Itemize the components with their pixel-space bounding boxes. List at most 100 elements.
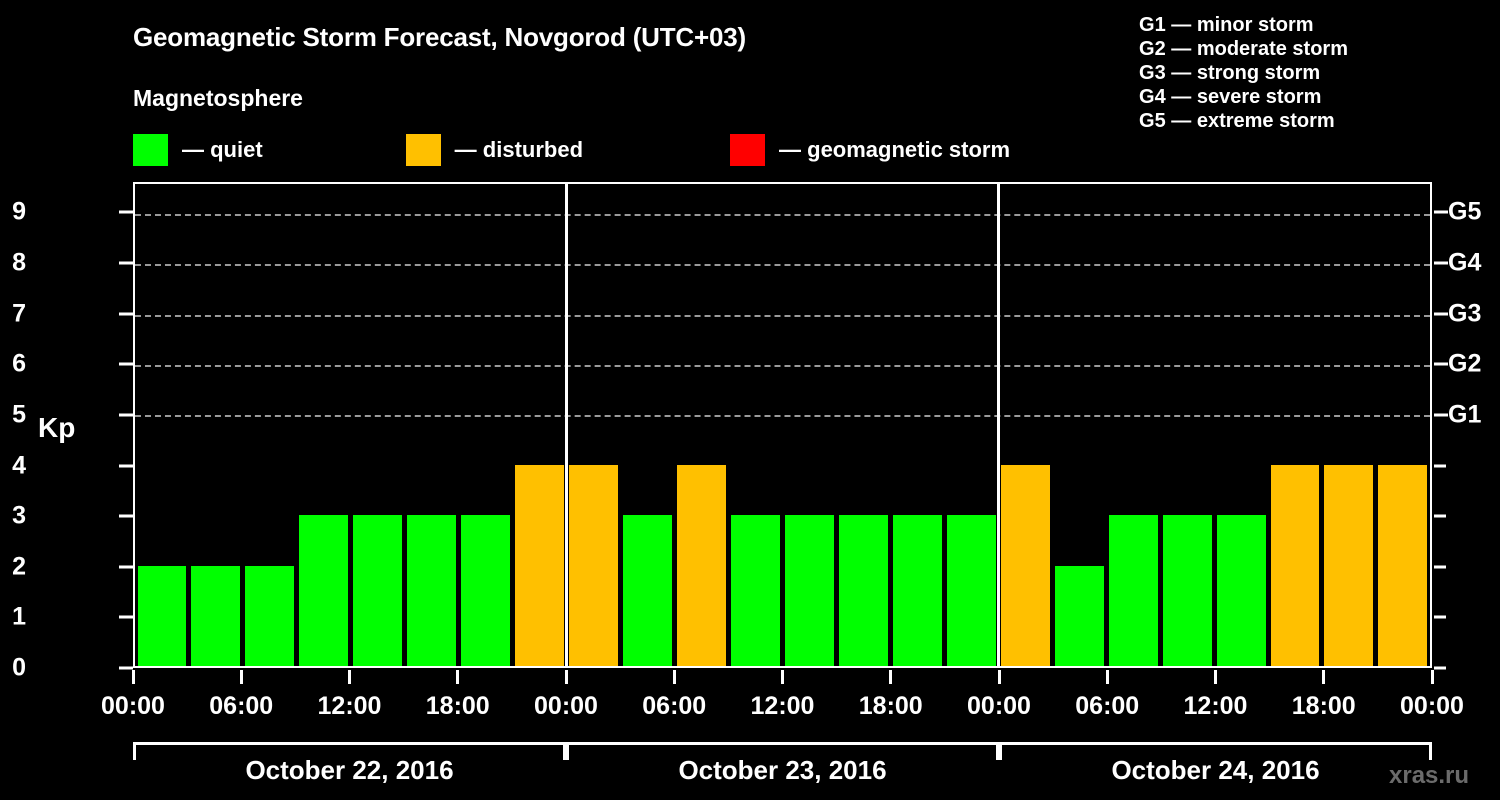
bar-slot	[1160, 184, 1214, 666]
bar-slot	[890, 184, 944, 666]
g-tick-label-G4: G4	[1448, 248, 1482, 277]
bar-slot	[621, 184, 675, 666]
legend-label: — geomagnetic storm	[779, 137, 1011, 162]
bar-d2-i8-kp3	[946, 515, 996, 666]
bar-slot	[513, 184, 567, 666]
x-tick-label-8: 00:00	[967, 692, 1031, 720]
gridline-kp-8	[135, 264, 1430, 267]
legend-item-disturbed: — disturbed	[405, 134, 583, 166]
y-tick-mark-1	[119, 615, 133, 619]
day-label-3: October 24, 2016	[1111, 755, 1320, 785]
bar-slot	[297, 184, 351, 666]
bar-d2-i2-kp3	[623, 515, 673, 666]
watermark: xras.ru	[1389, 762, 1470, 789]
gridline-kp-6	[135, 364, 1430, 367]
day-bracket-1	[133, 742, 566, 760]
g-axis-minor-tick-2	[1434, 565, 1446, 569]
bar-slot	[459, 184, 513, 666]
bar-d2-i6-kp3	[838, 515, 888, 666]
x-tick-mark-4	[564, 670, 568, 684]
x-tick-label-11: 18:00	[1291, 692, 1356, 720]
day-bracket-3	[999, 742, 1432, 760]
y-tick-label-8: 8	[12, 248, 26, 277]
g-tick-mark-G1	[1434, 413, 1448, 417]
bar-d3-i3-kp3	[1108, 515, 1158, 666]
bar-d2-i4-kp3	[730, 515, 780, 666]
x-tick-mark-7	[889, 670, 893, 684]
x-tick-label-6: 12:00	[750, 692, 815, 720]
bar-d3-i6-kp4	[1270, 465, 1320, 666]
gscale-legend-line-3: G3 — strong storm	[1139, 62, 1321, 84]
legend-item-quiet: — quiet	[133, 134, 263, 166]
y-tick-mark-0	[119, 666, 133, 670]
g-axis-minor-tick-0	[1434, 666, 1446, 670]
bar-d2-i3-kp4	[677, 465, 726, 666]
plot-area	[133, 182, 1432, 668]
day-label-1: October 22, 2016	[245, 755, 454, 785]
x-tick-label-3: 18:00	[425, 692, 490, 720]
y-tick-mark-6	[119, 362, 133, 366]
bar-slot	[1106, 184, 1160, 666]
x-tick-mark-0	[131, 670, 135, 684]
y-tick-label-5: 5	[12, 400, 26, 429]
gridline-kp-9	[135, 214, 1430, 217]
x-tick-mark-9	[1105, 670, 1109, 684]
storm-swatch	[730, 134, 766, 166]
bar-slot	[944, 184, 998, 666]
y-tick-label-2: 2	[12, 552, 26, 581]
x-tick-label-4: 00:00	[534, 692, 598, 720]
gscale-legend-line-4: G4 — severe storm	[1139, 86, 1322, 108]
g-tick-label-G5: G5	[1448, 197, 1482, 226]
bar-slot	[782, 184, 836, 666]
y-tick-mark-8	[119, 261, 133, 265]
gscale-legend-line-1: G1 — minor storm	[1139, 14, 1314, 36]
x-tick-label-12: 00:00	[1400, 692, 1464, 720]
bar-slot	[1214, 184, 1268, 666]
g-tick-label-G2: G2	[1448, 349, 1482, 378]
disturbed-swatch	[405, 134, 441, 166]
y-tick-mark-2	[119, 565, 133, 569]
bar-d2-i5-kp3	[784, 515, 834, 666]
bar-d1-i4-kp3	[299, 515, 349, 666]
bar-d2-i1-kp4	[569, 465, 619, 666]
bar-slot	[836, 184, 890, 666]
x-tick-label-0: 00:00	[101, 692, 165, 720]
bar-slot	[189, 184, 243, 666]
x-tick-mark-2	[348, 670, 351, 684]
x-tick-mark-10	[1214, 670, 1217, 684]
g-axis-minor-tick-1	[1434, 615, 1446, 619]
g-axis-minor-tick-4	[1434, 464, 1446, 467]
x-tick-label-1: 06:00	[209, 692, 274, 720]
bar-slot	[243, 184, 297, 666]
x-tick-mark-5	[672, 670, 676, 684]
y-axis-title: Kp	[38, 412, 76, 443]
bar-slot	[405, 184, 459, 666]
g-tick-label-G1: G1	[1448, 400, 1482, 429]
magnetosphere-legend: — quiet — disturbed — geomagnetic storm	[133, 133, 1010, 167]
bar-d1-i5-kp3	[353, 515, 403, 666]
bar-slot	[675, 184, 729, 666]
x-tick-label-9: 06:00	[1075, 692, 1140, 720]
x-tick-mark-1	[239, 670, 243, 684]
gscale-legend: G1 — minor storm G2 — moderate storm G3 — …	[1139, 13, 1348, 133]
x-tick-mark-3	[456, 670, 460, 684]
gridline-kp-5	[135, 414, 1430, 417]
bar-d1-i6-kp3	[407, 515, 457, 666]
bar-d2-i7-kp3	[892, 515, 942, 666]
legend-label: — quiet	[182, 137, 263, 162]
bar-slot	[728, 184, 782, 666]
bar-d1-i1-kp2	[137, 565, 187, 666]
gscale-legend-line-5: G5 — extreme storm	[1139, 110, 1335, 132]
bar-slot	[135, 184, 189, 666]
g-tick-mark-G3	[1434, 312, 1448, 316]
bar-d1-i7-kp3	[461, 515, 511, 666]
g-tick-mark-G2	[1434, 362, 1448, 366]
y-tick-label-7: 7	[12, 299, 26, 328]
y-tick-label-0: 0	[12, 653, 26, 682]
bar-d3-i4-kp3	[1162, 515, 1212, 666]
quiet-swatch	[133, 134, 168, 166]
x-tick-label-10: 12:00	[1183, 692, 1248, 720]
x-tick-mark-12	[1430, 670, 1434, 684]
legend-item-storm: — geomagnetic storm	[730, 134, 1010, 166]
y-tick-mark-3	[119, 514, 133, 518]
